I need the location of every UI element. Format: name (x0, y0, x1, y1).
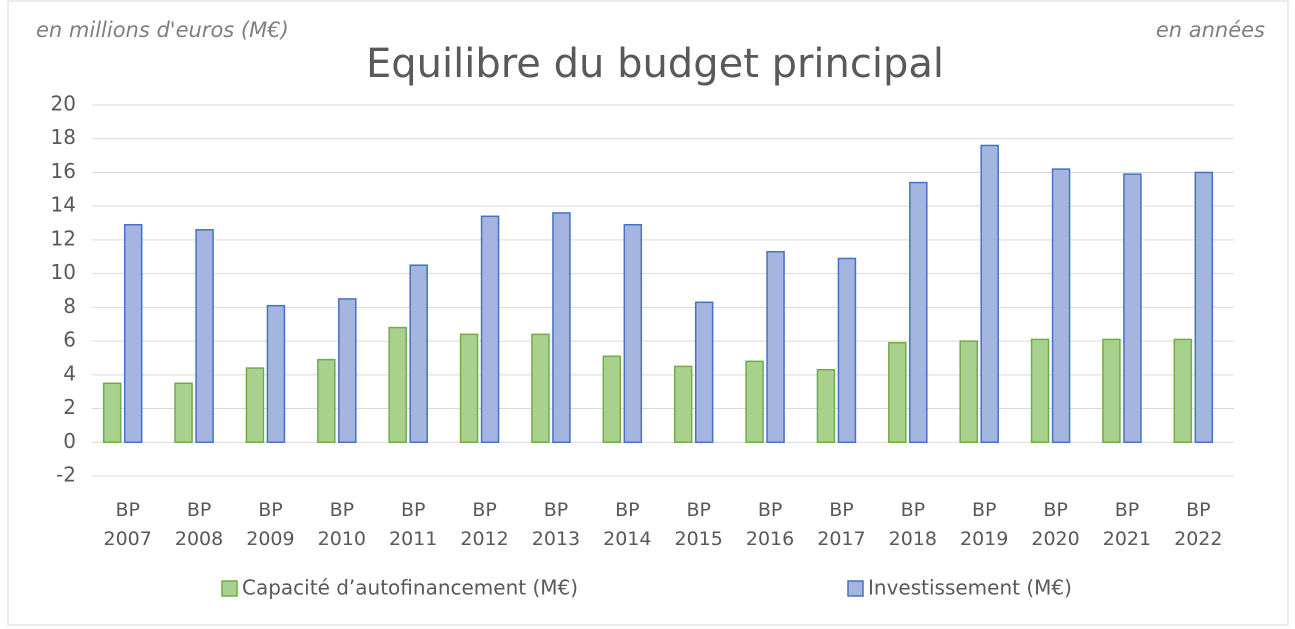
y-tick-label: 2 (63, 395, 76, 419)
bar (745, 360, 764, 444)
bar (816, 369, 836, 444)
bar (409, 264, 428, 444)
y-tick-label: 10 (51, 260, 76, 284)
bar (602, 355, 622, 444)
legend-label: Capacité d’autofinancement (M€) (242, 576, 578, 600)
bar (1030, 338, 1050, 444)
bar (123, 223, 143, 444)
bar (552, 212, 571, 444)
legend-label: Investissement (M€) (868, 576, 1072, 600)
legend-swatch (847, 580, 864, 597)
y-tick-label: 4 (63, 361, 76, 385)
x-tick-label: BP 2011 (389, 499, 438, 550)
chart-title: Equilibre du budget principal (366, 41, 944, 87)
x-tick-label: BP 2013 (531, 499, 581, 550)
bar (623, 223, 643, 444)
x-tick-label: BP 2015 (674, 499, 723, 550)
bar (909, 181, 928, 444)
bar (102, 382, 122, 444)
y-tick-label: 0 (63, 429, 76, 453)
bar (174, 382, 193, 444)
bar (1051, 168, 1071, 444)
bar (1102, 338, 1121, 444)
bar (959, 340, 978, 444)
x-tick-label: BP 2018 (888, 499, 937, 550)
x-tick-label: BP 2016 (745, 499, 795, 550)
x-tick-label: BP 2010 (317, 499, 366, 550)
chart-border (7, 0, 1289, 626)
bar (1194, 171, 1214, 444)
x-tick-label: BP 2009 (246, 499, 295, 550)
bar (480, 215, 500, 444)
y-tick-label: 12 (51, 226, 76, 250)
bar (980, 144, 999, 444)
bar (888, 342, 907, 444)
bar (531, 333, 550, 444)
bar (266, 304, 286, 444)
x-tick-label: BP 2019 (960, 499, 1009, 550)
x-tick-label: BP 2008 (174, 499, 224, 550)
y-tick-label: 14 (51, 193, 76, 217)
bar (694, 301, 714, 444)
x-tick-label: BP 2014 (603, 499, 652, 550)
legend-swatch (221, 580, 238, 597)
bar (1173, 338, 1193, 444)
x-axis-label: en années (1155, 18, 1265, 42)
bar (388, 326, 407, 444)
y-tick-label: 8 (63, 294, 76, 318)
x-tick-label: BP 2012 (460, 499, 509, 550)
x-tick-label: BP 2022 (1174, 499, 1223, 550)
y-axis-label: en millions d'euros (M€) (36, 18, 289, 42)
bar (837, 257, 857, 444)
y-tick-label: 20 (51, 92, 76, 116)
bar (195, 229, 214, 444)
bar (459, 333, 479, 444)
x-tick-label: BP 2017 (817, 499, 866, 550)
bar (1123, 173, 1142, 444)
y-tick-label: 16 (51, 159, 76, 183)
y-tick-label: -2 (56, 463, 76, 487)
x-tick-label: BP 2007 (103, 499, 152, 550)
y-tick-label: 6 (63, 328, 76, 352)
bar (338, 298, 357, 444)
bar (766, 250, 785, 444)
y-tick-label: 18 (51, 125, 76, 149)
bar (673, 365, 693, 444)
x-tick-label: BP 2021 (1102, 499, 1152, 550)
bar (317, 358, 336, 444)
x-tick-label: BP 2020 (1031, 499, 1080, 550)
bar (245, 367, 265, 444)
